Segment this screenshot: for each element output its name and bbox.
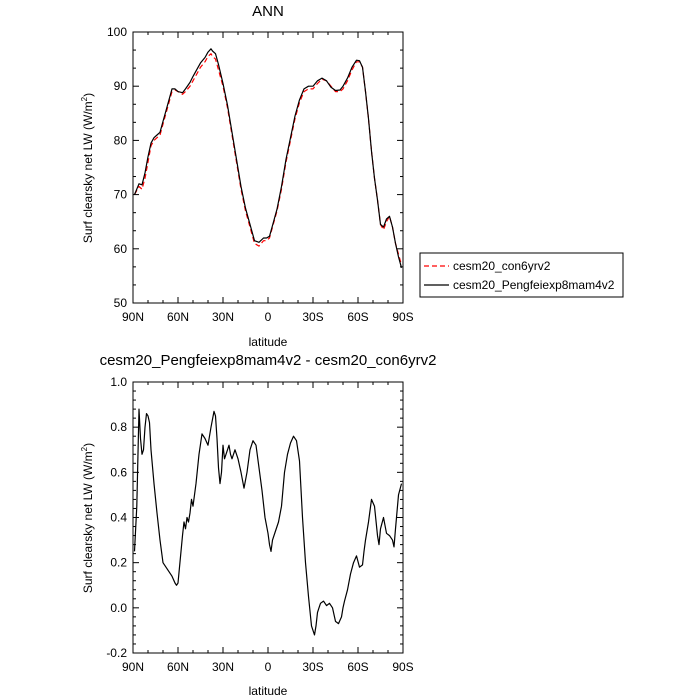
legend-box — [419, 252, 624, 298]
x-tick-label: 60N — [167, 660, 189, 674]
x-tick-label: 90N — [122, 310, 144, 324]
legend-label-con6yrv2: cesm20_con6yrv2 — [453, 259, 551, 273]
top-chart: ANN 90N 60N 30N 0 30S 60S 90S 50 60 70 80 90 100 lat… — [80, 3, 414, 349]
bottom-chart-lines — [133, 408, 403, 636]
bottom-chart-frame — [132, 381, 404, 654]
x-tick-label: 90N — [122, 660, 144, 674]
y-tick-label: 70 — [114, 188, 128, 202]
x-tick-label: 0 — [265, 310, 272, 324]
bottom-chart-xlabel: latitude — [249, 684, 288, 698]
y-tick-label: 60 — [114, 242, 128, 256]
top-chart-ylabel: Surf clearsky net LW (W/m2) — [80, 93, 95, 243]
x-tick-label: 90S — [392, 660, 413, 674]
bottom-chart-ticks: 90N 60N 30N 0 30S 60S 90S -0.2 0.0 0.2 0.4 0.6 0.8 1.… — [106, 375, 413, 674]
series-line-2 — [133, 48, 403, 268]
series-line-1 — [133, 53, 403, 266]
y-tick-label: 90 — [114, 79, 128, 93]
top-chart-title: ANN — [252, 3, 284, 20]
bottom-chart-ylabel: Surf clearsky net LW (W/m2) — [80, 443, 95, 593]
x-tick-label: 60S — [347, 310, 368, 324]
x-tick-label: 30S — [302, 660, 323, 674]
y-tick-label: 0.8 — [110, 420, 127, 434]
top-chart-ticks: 90N 60N 30N 0 30S 60S 90S 50 60 70 80 90 100 — [107, 25, 414, 324]
top-chart-xlabel: latitude — [249, 335, 288, 349]
top-chart-lines — [133, 48, 403, 268]
bottom-chart-title: cesm20_Pengfeiexp8mam4v2 - cesm20_con6yr… — [100, 352, 437, 369]
y-tick-label: 0.2 — [110, 556, 127, 570]
bottom-chart: cesm20_Pengfeiexp8mam4v2 - cesm20_con6yr… — [80, 352, 436, 698]
legend-label-pengfei: cesm20_Pengfeiexp8mam4v2 — [453, 278, 615, 292]
x-tick-label: 0 — [265, 660, 272, 674]
y-tick-label: 0.0 — [110, 601, 127, 615]
x-tick-label: 30N — [212, 310, 234, 324]
legend: cesm20_con6yrv2 cesm20_Pengfeiexp8mam4v2 — [419, 252, 624, 298]
y-tick-label: 0.6 — [110, 465, 127, 479]
x-tick-label: 60N — [167, 310, 189, 324]
series-line-1 — [133, 408, 403, 636]
top-chart-frame — [132, 31, 404, 304]
y-tick-label: 50 — [114, 296, 128, 310]
y-tick-label: -0.2 — [106, 646, 127, 660]
y-tick-label: 0.4 — [110, 511, 127, 525]
y-tick-label: 100 — [107, 25, 127, 39]
x-tick-label: 90S — [392, 310, 413, 324]
x-tick-label: 60S — [347, 660, 368, 674]
y-tick-label: 1.0 — [110, 375, 127, 389]
x-tick-label: 30S — [302, 310, 323, 324]
x-tick-label: 30N — [212, 660, 234, 674]
y-tick-label: 80 — [114, 133, 128, 147]
